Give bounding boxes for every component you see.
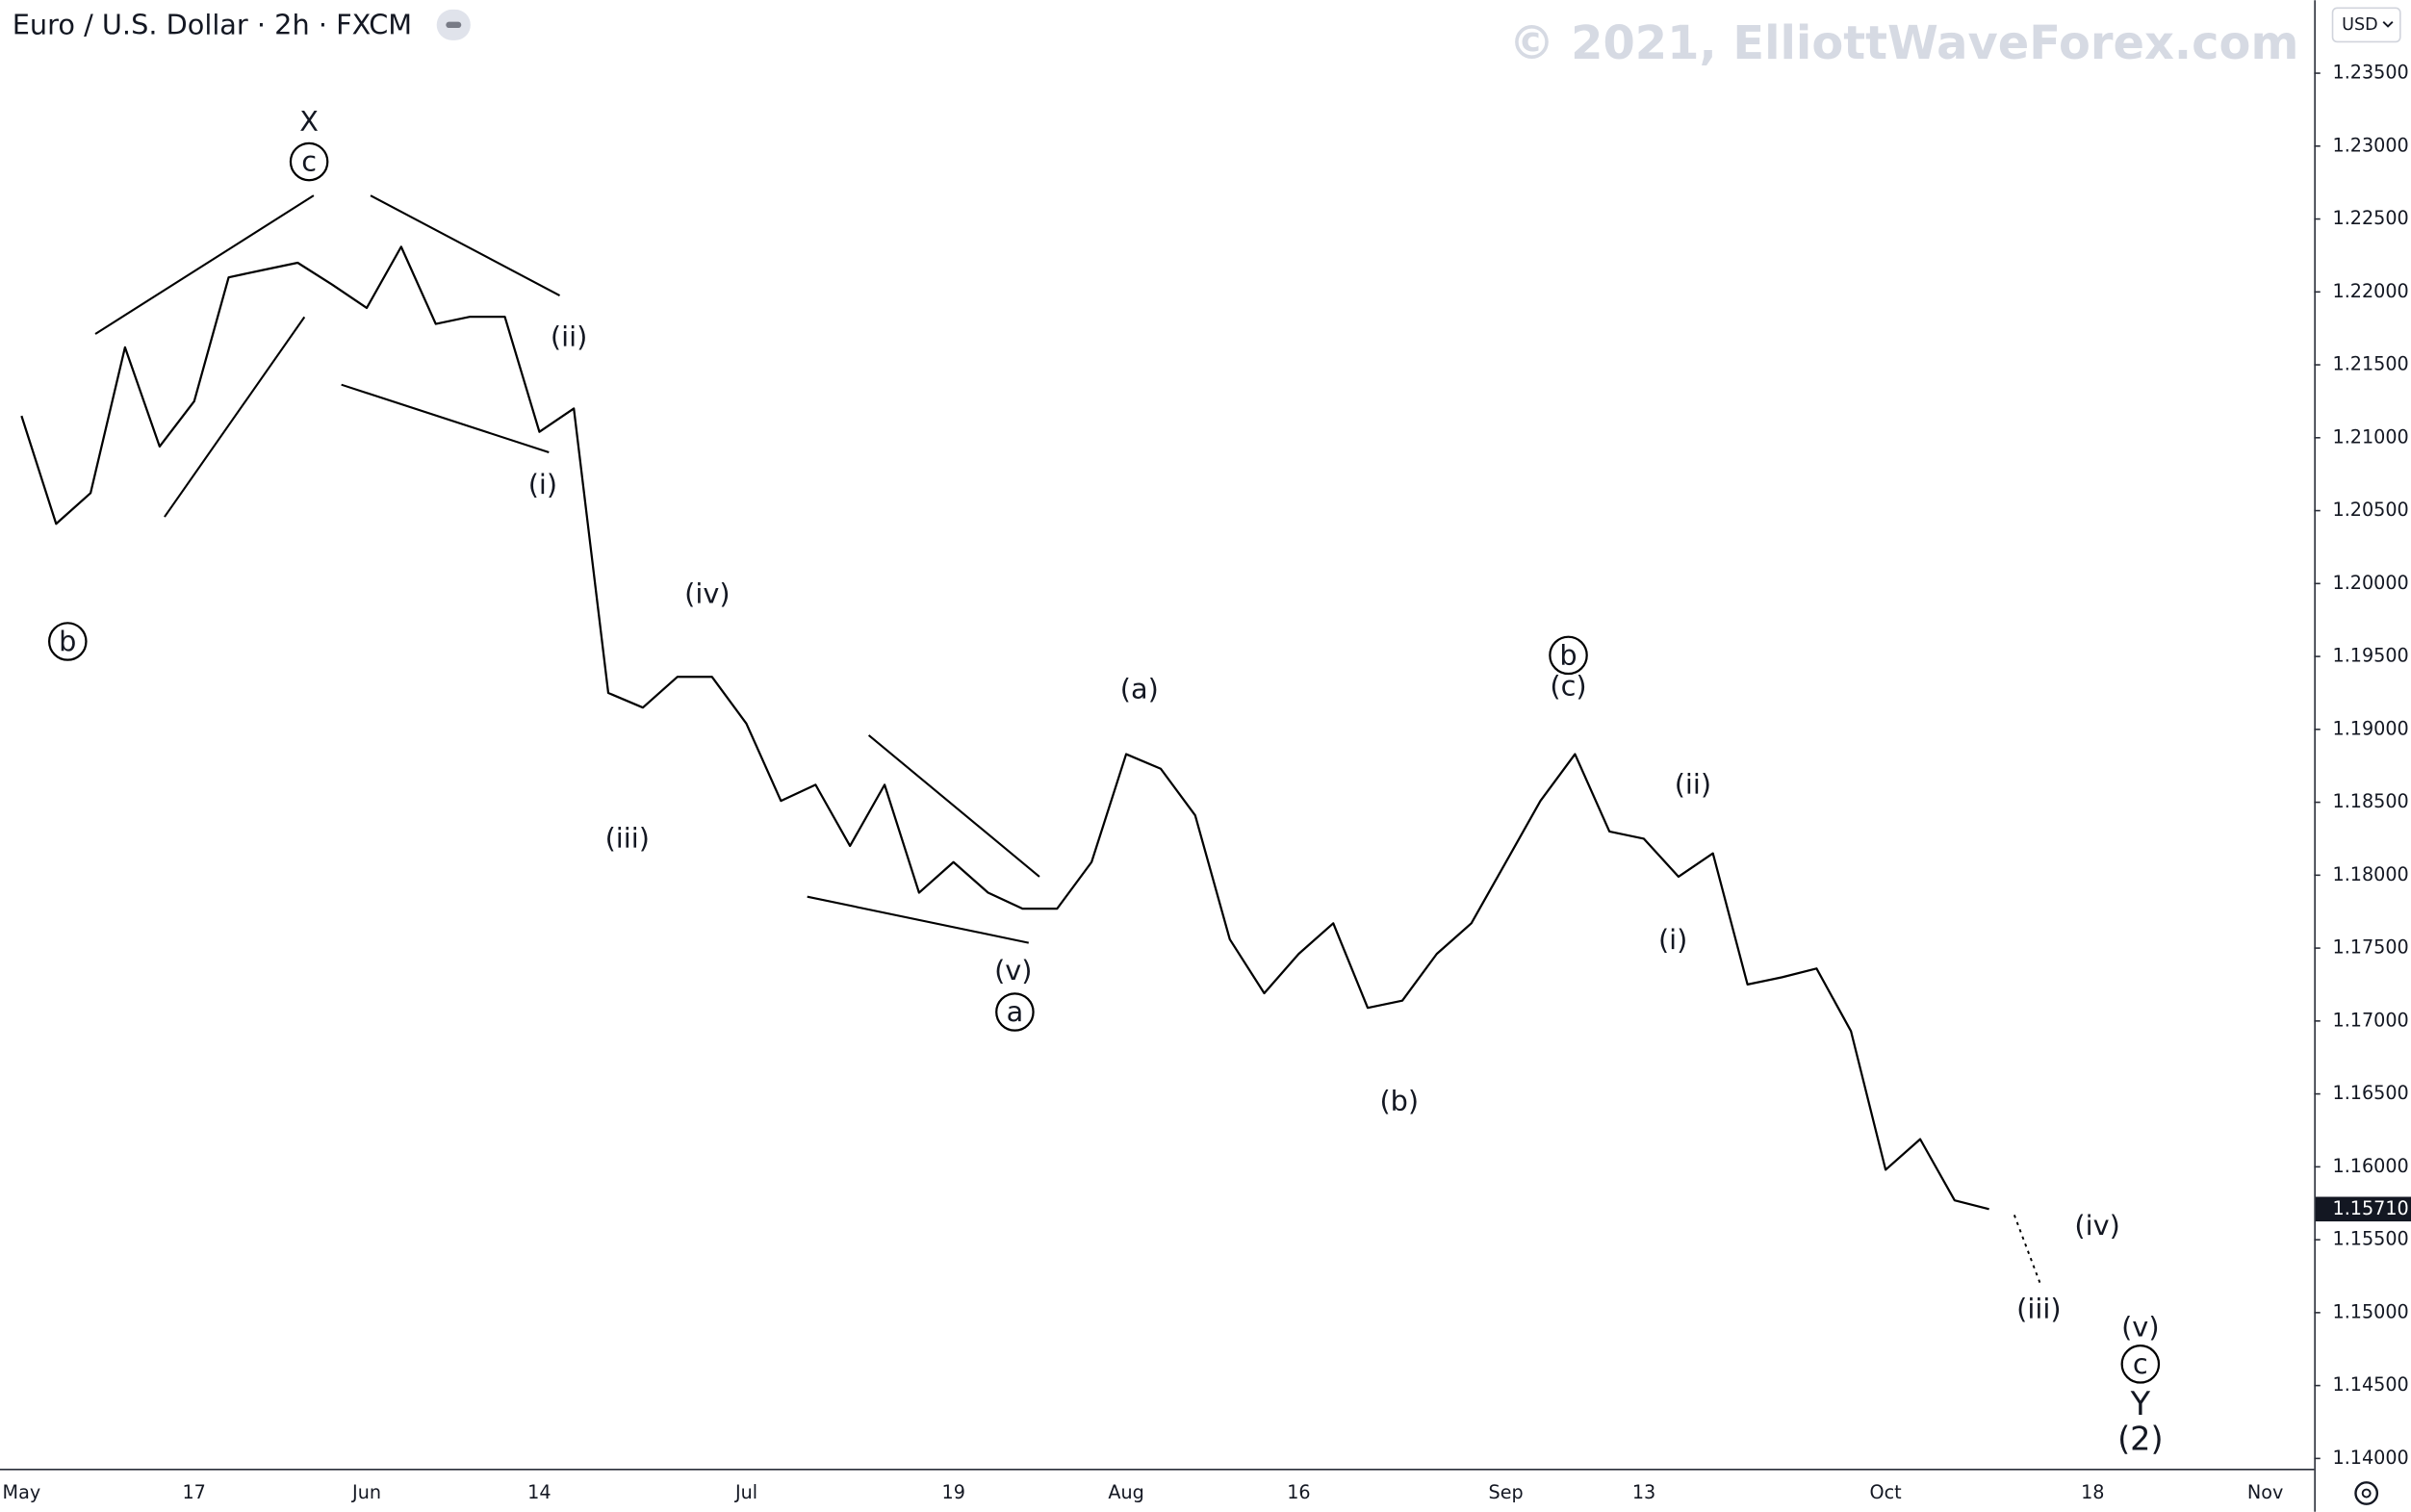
wave-circle (1549, 635, 1588, 676)
wave-label: (v) (2121, 1311, 2159, 1344)
collapse-icon (446, 21, 462, 29)
y-tick-label: 1.19500 (2333, 645, 2409, 667)
y-tick-label: 1.22500 (2333, 207, 2409, 229)
y-tick-label: 1.23000 (2333, 134, 2409, 156)
x-tick-label: 19 (942, 1481, 965, 1503)
wave-label: (iv) (684, 577, 730, 610)
y-tick-label: 1.22000 (2333, 280, 2409, 302)
wave-label: (ii) (551, 320, 587, 353)
settings-gear (2354, 1481, 2379, 1505)
wave-label: Y (2130, 1385, 2151, 1422)
wave-label: c (301, 145, 317, 178)
symbol-title: Euro / U.S. Dollar · 2h · FXCM (13, 8, 412, 40)
wave-label: (ii) (1675, 768, 1711, 801)
y-tick-label: 1.20000 (2333, 572, 2409, 594)
price-line (20, 245, 1989, 1211)
x-tick-label: 17 (182, 1481, 205, 1503)
y-tick-label: 1.14000 (2333, 1447, 2409, 1469)
y-tick-label: 1.18500 (2333, 790, 2409, 812)
wave-label: (i) (528, 468, 557, 500)
wave-label: a (1007, 995, 1024, 1028)
wave-label: X (299, 105, 319, 138)
wave-label: b (59, 625, 76, 657)
y-tick-label: 1.21000 (2333, 425, 2409, 448)
wave-label: (v) (994, 954, 1032, 987)
wave-circle (48, 622, 88, 661)
y-tick-label: 1.20500 (2333, 499, 2409, 521)
x-tick-label: May (3, 1481, 41, 1503)
watermark: © 2021, ElliottWaveForex.com (1509, 17, 2299, 70)
wave-label: (iv) (2074, 1209, 2119, 1242)
y-tick-label: 1.15500 (2333, 1228, 2409, 1250)
last-price-tag (2315, 1196, 2411, 1222)
x-tick-label: Jun (351, 1481, 381, 1503)
currency-button[interactable] (2331, 7, 2401, 43)
y-tick-label: 1.23500 (2333, 62, 2409, 84)
y-tick-label: 1.16000 (2333, 1155, 2409, 1177)
wave-circle (2120, 1345, 2161, 1384)
x-tick-label: 13 (1632, 1481, 1655, 1503)
wave-label: (b) (1379, 1085, 1419, 1117)
wave-label: (iii) (605, 822, 650, 855)
wave-label: (iii) (2016, 1292, 2061, 1324)
x-tick-label: 18 (2081, 1481, 2104, 1503)
trendline (807, 895, 1029, 944)
wave-circle (289, 141, 329, 182)
x-tick-label: Oct (1870, 1481, 1903, 1503)
y-tick-label: 1.21500 (2333, 353, 2409, 375)
y-tick-label: 1.17000 (2333, 1009, 2409, 1031)
y-tick-label: 1.15000 (2333, 1300, 2409, 1322)
wave-label: (2) (2117, 1421, 2164, 1458)
wave-label: (i) (1658, 923, 1687, 956)
x-tick-label: Sep (1489, 1481, 1524, 1503)
last-price-label: 1.15710 (2333, 1197, 2409, 1219)
currency-label: USD (2342, 15, 2378, 35)
wave-label: (c) (1550, 669, 1586, 702)
wave-label: b (1559, 638, 1577, 671)
trendline (341, 383, 550, 453)
y-tick-label: 1.14500 (2333, 1373, 2409, 1396)
trendline (867, 734, 1040, 878)
x-tick-label: Aug (1108, 1481, 1143, 1503)
x-tick-label: Jul (734, 1481, 757, 1503)
x-tick-label: 14 (527, 1481, 551, 1503)
projection-line (2013, 1215, 2041, 1285)
trendline (94, 194, 315, 335)
y-tick-label: 1.17500 (2333, 936, 2409, 959)
x-tick-label: Nov (2247, 1481, 2283, 1503)
wave-label: c (2133, 1347, 2148, 1380)
settings-hub (2361, 1488, 2372, 1499)
wave-circle (995, 992, 1035, 1032)
y-tick-label: 1.19000 (2333, 717, 2409, 739)
y-tick-label: 1.16500 (2333, 1082, 2409, 1104)
trendline (370, 194, 561, 296)
trendline (164, 316, 306, 518)
y-tick-label: 1.18000 (2333, 863, 2409, 885)
trendlines (94, 194, 2041, 1285)
currency-caret (2382, 20, 2394, 28)
settings-icon[interactable] (2354, 1481, 2379, 1505)
wave-label: (a) (1120, 673, 1159, 705)
x-tick-label: 16 (1287, 1481, 1310, 1503)
